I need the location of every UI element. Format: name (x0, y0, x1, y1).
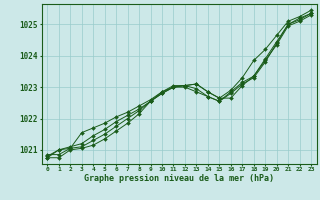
X-axis label: Graphe pression niveau de la mer (hPa): Graphe pression niveau de la mer (hPa) (84, 174, 274, 183)
